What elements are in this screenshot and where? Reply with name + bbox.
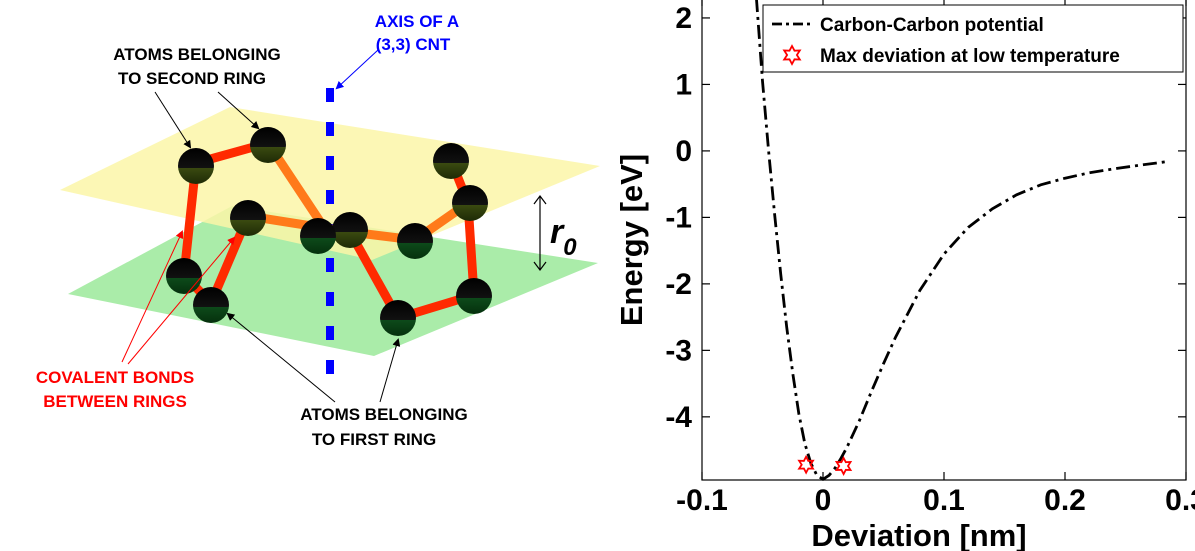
axis-label-line2: (3,3) CNT [376, 35, 451, 54]
atoms-second-ring [178, 127, 488, 248]
y-axis-label: Energy [eV] [614, 154, 649, 326]
legend-label-potential: Carbon-Carbon potential [820, 15, 1044, 36]
y-tick-label: 2 [675, 2, 692, 35]
x-tick-label: 0.2 [1044, 484, 1086, 517]
plot-area [701, 0, 1187, 481]
x-axis-label: Deviation [nm] [811, 518, 1026, 551]
cnt-ring-diagram: r0 AXIS OF A (3,3) CNT ATOMS BELONGING T… [36, 12, 600, 449]
atoms-first-ring [166, 218, 492, 336]
energy-deviation-chart: -0.1 0 0.1 0.2 0.3 -4 -3 -2 -1 0 1 2 Deviation [nm… [614, 0, 1195, 551]
top-ring-plane [60, 107, 600, 260]
bonds-arrow-b [127, 236, 236, 365]
series-carbon-carbon-potential [755, 0, 1169, 481]
first-ring-label-line2: TO FIRST RING [312, 430, 436, 449]
y-tick-label: 0 [675, 135, 692, 168]
second-ring-arrow-a [154, 91, 192, 149]
x-tick-label: 0.3 [1165, 484, 1195, 517]
first-ring-arrow-b [379, 338, 401, 403]
y-tick-label: -3 [665, 334, 692, 367]
first-ring-arrow-a [226, 312, 336, 403]
bonds-label-line2: BETWEEN RINGS [43, 392, 187, 411]
y-tick-label: 1 [675, 68, 692, 101]
legend-swatch-markers [782, 44, 802, 66]
second-ring-label-line2: TO SECOND RING [118, 69, 266, 88]
y-tick-labels: -4 -3 -2 -1 0 1 2 [665, 2, 692, 434]
second-ring-label-line1: ATOMS BELONGING [113, 45, 281, 64]
second-ring-arrow-b [217, 91, 260, 130]
axis-label-line1: AXIS OF A [375, 12, 459, 31]
axis-label-arrow [335, 49, 379, 90]
legend: Carbon-Carbon potential Max deviation at… [762, 4, 1184, 73]
x-tick-label: 0.1 [923, 484, 965, 517]
legend-label-markers: Max deviation at low temperature [820, 46, 1120, 67]
x-tick-label: 0 [815, 484, 832, 517]
y-tick-label: -4 [665, 401, 692, 434]
first-ring-label-line1: ATOMS BELONGING [300, 405, 468, 424]
max-deviation-marker [834, 456, 853, 476]
r0-label: r0 [550, 213, 577, 261]
bonds-arrow-a [121, 230, 184, 363]
series-max-deviation-markers [797, 454, 853, 476]
y-tick-label: -1 [665, 201, 692, 234]
bonds-label-line1: COVALENT BONDS [36, 368, 194, 387]
y-tick-label: -2 [665, 268, 692, 301]
x-tick-labels: -0.1 0 0.1 0.2 0.3 [676, 484, 1195, 517]
x-tick-label: -0.1 [676, 484, 728, 517]
max-deviation-marker [797, 454, 815, 475]
